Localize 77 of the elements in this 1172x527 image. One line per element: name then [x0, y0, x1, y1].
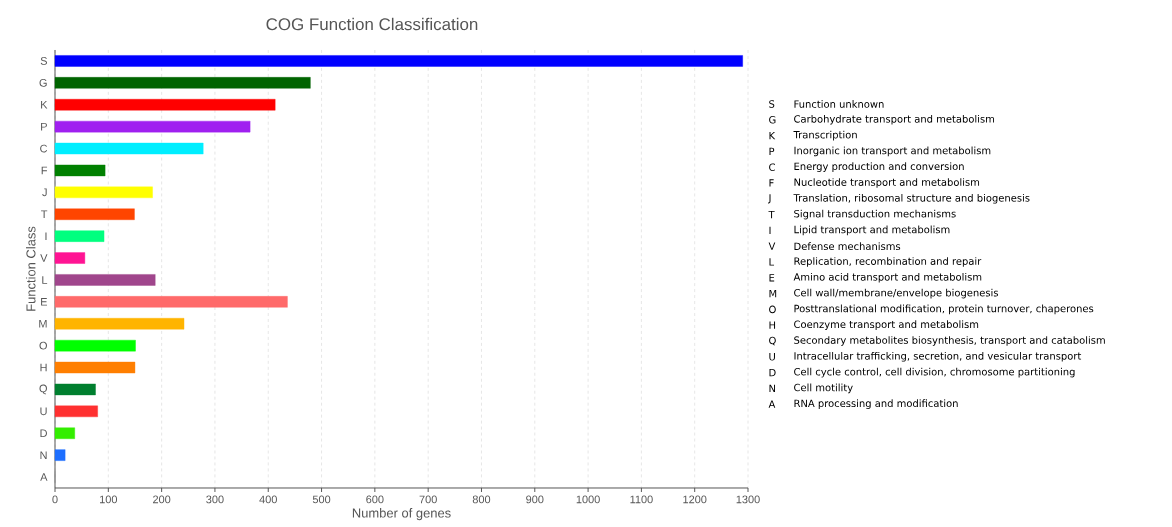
x-tick-label: 300	[206, 495, 224, 504]
y-tick-label: L	[42, 276, 48, 284]
category-label: C	[769, 163, 775, 171]
y-tick-label: E	[41, 298, 48, 306]
x-tick-label: 700	[419, 495, 437, 504]
text: Function unknown	[794, 100, 884, 108]
category-label: N	[769, 384, 776, 393]
y-tick-label: Q	[39, 384, 47, 395]
category-label: T	[768, 210, 775, 219]
chart-title: COG Function Classification	[266, 17, 478, 31]
category-label: V	[768, 242, 776, 250]
x-tick-label: 900	[526, 495, 544, 504]
x-tick-label: 600	[366, 495, 384, 504]
text: Secondary metabolites biosynthesis, transport and catabolism	[794, 336, 1105, 346]
text: Energy production and conversion	[794, 162, 964, 173]
x-tick-label: 200	[153, 495, 171, 504]
text: Carbohydrate transport and metabolism	[794, 114, 995, 125]
category-label: J	[768, 194, 771, 204]
y-tick-label: U	[40, 407, 47, 416]
text: Transcription	[793, 130, 857, 141]
category-label: F	[769, 179, 774, 187]
x-tick-label: 1300	[736, 495, 760, 504]
category-label: G	[769, 116, 776, 124]
x-tick-label: 100	[100, 495, 118, 504]
text: Replication, recombination and repair	[794, 257, 982, 267]
y-tick-label: D	[40, 429, 47, 438]
category-label: S	[769, 100, 775, 108]
x-tick-label: 1200	[683, 495, 707, 504]
y-tick-label: I	[45, 232, 47, 240]
category-label: M	[769, 289, 777, 298]
y-tick-label: G	[39, 78, 47, 87]
x-tick-label: 800	[472, 495, 491, 504]
text: Lipid transport and metabolism	[794, 225, 950, 236]
y-tick-label: O	[39, 341, 47, 350]
x-tick-label: 0	[52, 495, 58, 504]
category-label: D	[769, 368, 776, 377]
category-label: L	[769, 258, 775, 266]
x-tick-label: 1100	[630, 495, 653, 504]
category-label: A	[768, 400, 776, 408]
y-tick-label: N	[40, 451, 47, 459]
y-tick-label: K	[41, 100, 48, 109]
y-tick-label: F	[41, 166, 48, 175]
text: Posttranslational modification, protein turnover, chaperones	[794, 304, 1094, 315]
y-tick-label: P	[41, 122, 47, 131]
text: RNA processing and modification	[794, 399, 958, 410]
category-label: U	[769, 353, 775, 361]
text: Cell wall/membrane/envelope biogenesis	[794, 288, 999, 299]
x-tick-label: 400	[259, 495, 277, 504]
text: Cell cycle control, cell division, chromosome partitioning	[794, 367, 1075, 378]
text: Inorganic ion transport and metabolism	[794, 146, 991, 157]
y-tick-label: M	[39, 319, 47, 328]
y-tick-label: T	[41, 210, 48, 219]
y-tick-label: A	[40, 473, 48, 481]
y-tick-label: H	[40, 363, 47, 372]
text: Coenzyme transport and metabolism	[794, 320, 979, 331]
x-tick-label: 1000	[576, 495, 600, 504]
x-axis-title: Number of genes	[352, 508, 451, 521]
category-label: I	[769, 226, 771, 235]
y-tick-label: J	[42, 188, 47, 197]
category-label: K	[769, 131, 776, 140]
text: Amino acid transport and metabolism	[793, 272, 982, 283]
category-label: E	[769, 274, 775, 282]
category-label: Q	[769, 336, 776, 346]
text: Nucleotide transport and metabolism	[794, 178, 980, 188]
text: Defense mechanisms	[794, 242, 901, 251]
category-label: O	[769, 305, 776, 314]
text: Cell motility	[794, 383, 853, 394]
category-label: P	[769, 147, 775, 156]
y-tick-label: C	[40, 144, 48, 153]
category-label: H	[769, 321, 776, 329]
x-tick-label: 500	[312, 495, 331, 504]
text: Signal transduction mechanisms	[794, 209, 956, 220]
y-axis-title: Function Class	[26, 226, 36, 311]
text: Translation, ribosomal structure and biogenesis	[793, 193, 1030, 204]
y-tick-label: V	[40, 254, 48, 262]
y-tick-label: S	[40, 57, 47, 65]
text: Intracellular trafficking, secretion, and vesicular transport	[794, 351, 1082, 362]
